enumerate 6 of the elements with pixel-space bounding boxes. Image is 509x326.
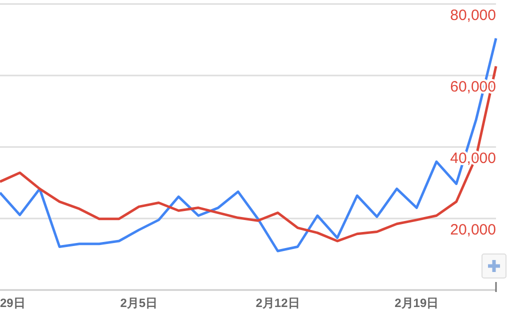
x-tick: 2月5日 [120, 296, 158, 310]
x-tick: 29日 [0, 296, 26, 310]
y-tick: 80,000 [450, 7, 496, 24]
y-tick: 20,000 [450, 222, 496, 238]
x-tick: 2月12日 [256, 296, 300, 310]
x-tick: 2月19日 [394, 296, 439, 310]
